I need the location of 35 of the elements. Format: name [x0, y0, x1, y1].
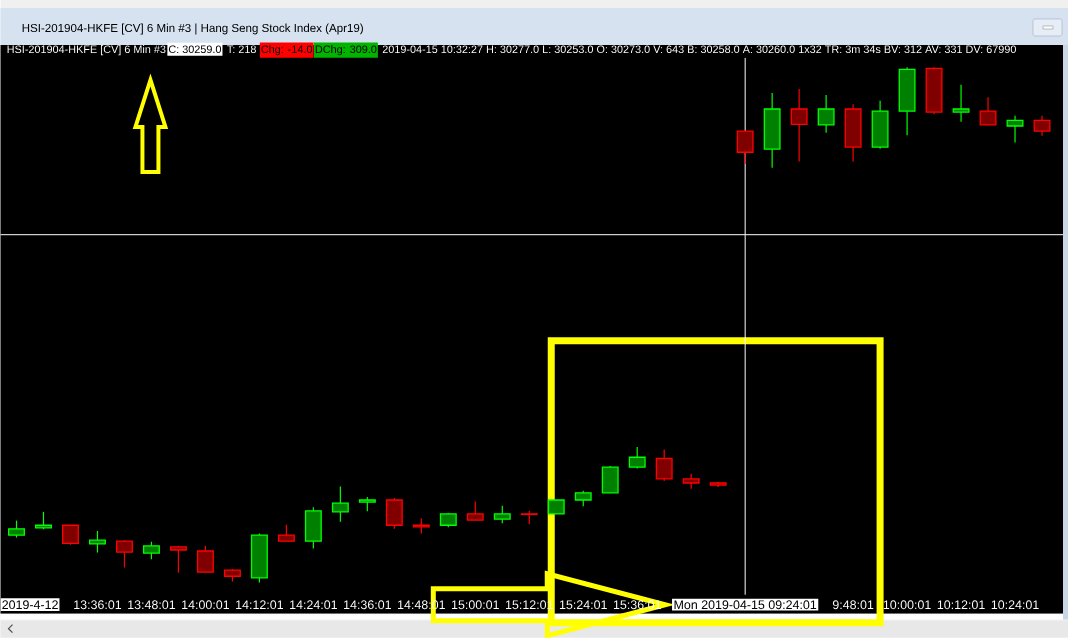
text: Chg: -14.0	[261, 45, 313, 56]
x-tick-label: 10:24:01	[991, 600, 1039, 610]
x-tick-label: 9:48:01	[832, 600, 874, 610]
candlestick	[655, 449, 673, 482]
candlestick	[628, 446, 646, 470]
x-tick-label: 14:00:01	[182, 600, 230, 610]
candlestick	[1033, 115, 1051, 137]
candlestick	[331, 486, 349, 523]
x-tick-label: Mon 2019-04-15 09:24:01	[674, 600, 817, 610]
candlestick	[790, 88, 808, 163]
x-tick-label: 15:24:01	[559, 600, 607, 610]
text: 2019-4-12	[2, 600, 58, 610]
x-tick-label: 13:36:01	[74, 600, 122, 610]
chart-title: HSI-201904-HKFE [CV] 6 Min #3 | Hang Seng Stock Index (Apr19)	[22, 23, 363, 35]
candlestick	[115, 539, 133, 569]
candlestick	[979, 96, 997, 126]
candlestick	[952, 84, 970, 123]
text: DChg: 309.0	[315, 45, 377, 56]
x-tick-label: 13:48:01	[128, 600, 176, 610]
x-tick-label: 14:24:01	[290, 600, 337, 610]
candlestick	[817, 94, 835, 134]
candlestick	[169, 545, 187, 574]
text: T: 218	[227, 45, 256, 54]
text: 2019-04-15 10:32:27 H: 30277.0 L: 30253.0 O: 30273.0 V: 643 B: 30258.0 A: 30260.0 1x32 TR: 3m 34s BV: 312 AV: 331 DV: 67990	[382, 45, 1016, 54]
candlestick	[1006, 115, 1024, 144]
x-tick-label: 14:12:01	[236, 600, 283, 610]
x-tick-label: 14:36:01	[344, 600, 391, 610]
text: HSI-201904-HKFE [CV] 6 Min #3	[7, 45, 166, 56]
candlestick	[62, 524, 79, 546]
candlestick	[196, 545, 214, 573]
x-tick-label: 10:12:01	[937, 600, 985, 610]
candlestick	[466, 501, 484, 521]
text: C: 30259.0	[168, 45, 222, 54]
x-tick-label: 15:00:01	[452, 600, 499, 610]
candlestick	[736, 130, 754, 165]
